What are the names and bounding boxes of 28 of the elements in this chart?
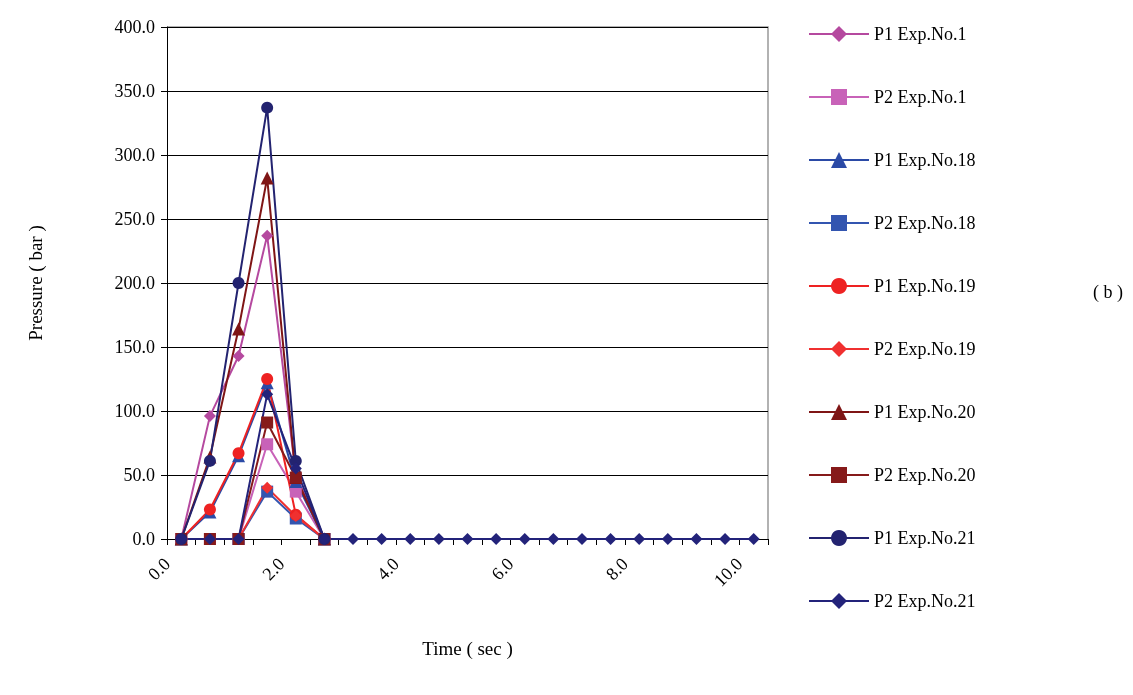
legend-label: P1 Exp.No.1: [874, 24, 967, 44]
legend-label: P2 Exp.No.18: [874, 213, 976, 233]
text: ( b ): [1093, 282, 1123, 303]
y-tick-label: 0.0: [132, 529, 155, 549]
legend-label: P2 Exp.No.21: [874, 591, 976, 611]
y-tick-label: 350.0: [114, 81, 155, 101]
y-tick-label: 200.0: [114, 273, 155, 293]
legend-label: P1 Exp.No.19: [874, 276, 976, 296]
y-tick-label: 400.0: [114, 17, 155, 37]
y-axis-title: Pressure ( bar ): [25, 225, 47, 341]
x-axis-title: Time ( sec ): [422, 638, 513, 660]
legend-label: P2 Exp.No.20: [874, 465, 976, 485]
y-tick-label: 300.0: [114, 145, 155, 165]
legend-label: P2 Exp.No.1: [874, 87, 967, 107]
y-tick-label: 50.0: [123, 465, 155, 485]
legend-label: P1 Exp.No.18: [874, 150, 976, 170]
legend-label: P1 Exp.No.20: [874, 402, 976, 422]
x-tick-label: 2.0: [258, 553, 289, 584]
x-tick-label: 4.0: [372, 553, 404, 584]
x-tick-label: 6.0: [487, 553, 518, 584]
legend-label: P1 Exp.No.21: [874, 528, 976, 548]
legend-label: P2 Exp.No.19: [874, 339, 976, 359]
x-tick-label: 8.0: [601, 553, 632, 584]
y-tick-label: 100.0: [114, 401, 155, 421]
x-tick-label: 0.0: [144, 553, 175, 584]
x-tick-label: 10.0: [710, 553, 747, 591]
y-tick-label: 150.0: [114, 337, 155, 357]
y-tick-label: 250.0: [114, 209, 155, 229]
